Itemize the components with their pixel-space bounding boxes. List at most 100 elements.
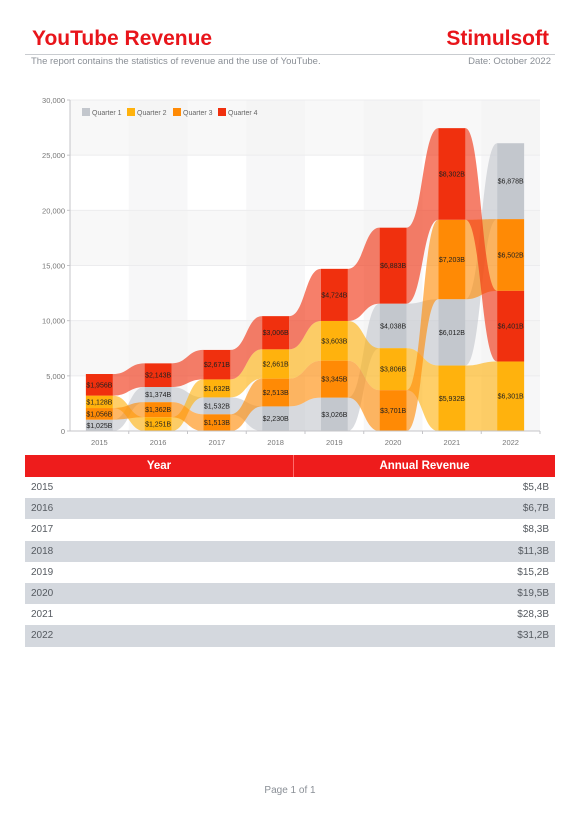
ribbon-quarter-4 <box>347 227 380 321</box>
bar-quarter-4 <box>144 363 172 388</box>
x-tick-label: 2020 <box>385 438 402 447</box>
data-label: $3,806B <box>380 367 406 374</box>
data-label: $6,878B <box>498 179 524 186</box>
bar-quarter-4 <box>262 316 290 350</box>
x-tick-label: 2019 <box>326 438 343 447</box>
revenue-cell: $15,2B <box>517 566 549 578</box>
y-tick-label: 25,000 <box>42 151 65 160</box>
chart-legend: Quarter 1 Quarter 2 Quarter 3 Quarter 4 <box>82 108 258 117</box>
ribbon-quarter-4 <box>289 268 321 350</box>
table-row: 2015 $5,4B <box>25 477 555 498</box>
y-tick-label: 5,000 <box>46 372 65 381</box>
ribbon-quarter-4 <box>230 316 263 380</box>
data-label: $1,128B <box>86 399 112 406</box>
ribbon-quarter-2 <box>347 320 380 391</box>
data-label: $2,671B <box>204 362 230 369</box>
chart-ribbons <box>112 128 498 431</box>
legend-label: Quarter 4 <box>228 110 258 117</box>
data-label: $1,025B <box>86 423 112 430</box>
data-label: $3,603B <box>321 338 347 345</box>
bar-quarter-1 <box>320 397 348 431</box>
revenue-cell: $28,3B <box>517 609 549 621</box>
table-row: 2017 $8,3B <box>25 519 555 540</box>
revenue-ribbon-chart: $1,025B $1,374B $1,532B $2,230B $3,026B $4,03… <box>42 96 541 447</box>
bar-quarter-3 <box>438 219 466 300</box>
data-label: $6,883B <box>380 263 406 270</box>
x-tick-label: 2022 <box>502 438 519 447</box>
table-row: 2018 $11,3B <box>25 540 555 562</box>
brand-logo-text: Stimulsoft <box>446 27 549 50</box>
year-cell: 2016 <box>31 503 54 515</box>
data-label: $2,513B <box>263 390 289 397</box>
legend-swatch <box>82 108 90 116</box>
data-label: $4,038B <box>380 323 406 330</box>
bar-quarter-1 <box>379 303 407 349</box>
table-header: Year Annual Revenue <box>25 455 555 477</box>
ribbon-quarter-3 <box>230 378 263 431</box>
bar-quarter-3 <box>379 390 407 431</box>
ribbon-quarter-1 <box>289 397 321 431</box>
data-label: $6,502B <box>498 252 524 259</box>
bar-quarter-3 <box>262 378 290 407</box>
bar-quarter-1 <box>497 143 525 220</box>
data-label: $1,956B <box>86 382 112 389</box>
bar-quarter-2 <box>262 349 290 379</box>
data-label: $6,301B <box>498 394 524 401</box>
data-label: $6,012B <box>439 330 465 337</box>
revenue-cell: $11,3B <box>518 545 549 557</box>
data-label: $6,401B <box>498 324 524 331</box>
chart-data-labels: $1,025B $1,374B $1,532B $2,230B $3,026B $4,03… <box>86 171 524 429</box>
x-tick-label: 2015 <box>91 438 108 447</box>
table-row: 2020 $19,5B <box>25 582 555 605</box>
bar-quarter-2 <box>320 320 348 361</box>
data-label: $3,345B <box>321 377 347 384</box>
bar-quarter-2 <box>497 361 525 431</box>
table-row: 2021 $28,3B <box>25 604 555 625</box>
ribbon-quarter-2 <box>230 349 263 398</box>
year-cell: 2017 <box>31 524 54 536</box>
data-label: $1,056B <box>86 411 112 418</box>
data-label: $7,203B <box>439 257 465 264</box>
x-tick-label: 2018 <box>267 438 284 447</box>
ribbon-quarter-3 <box>171 402 204 431</box>
year-cell: 2022 <box>31 630 54 642</box>
table-row: 2022 $31,2B <box>25 625 555 647</box>
y-tick-label: 20,000 <box>42 206 65 215</box>
year-cell: 2015 <box>31 482 54 494</box>
revenue-column-header: Annual Revenue <box>294 455 555 477</box>
data-label: $1,374B <box>145 392 171 399</box>
y-tick-label: 0 <box>61 427 65 436</box>
x-tick-label: 2016 <box>150 438 167 447</box>
bar-quarter-3 <box>497 219 525 291</box>
bar-quarter-4 <box>497 290 525 362</box>
legend-label: Quarter 1 <box>92 110 122 117</box>
x-tick-label: 2021 <box>444 438 461 447</box>
chart-bars <box>85 128 525 431</box>
data-label: $1,632B <box>204 386 230 393</box>
annual-revenue-table: Year Annual Revenue 2015 $5,4B 2016 $6,7B 20… <box>25 455 555 647</box>
bar-quarter-2 <box>85 395 113 409</box>
legend-swatch <box>173 108 181 116</box>
year-cell: 2018 <box>31 545 54 557</box>
ribbon-quarter-4 <box>406 128 439 304</box>
ribbon-quarter-3 <box>406 219 439 431</box>
ribbon-quarter-3 <box>112 402 145 420</box>
bar-quarter-3 <box>320 360 348 398</box>
y-tick-label: 30,000 <box>42 96 65 105</box>
data-label: $5,932B <box>439 396 465 403</box>
table-body: 2015 $5,4B 2016 $6,7B 2017 $8,3B 2018 $11,3B 201… <box>25 477 555 647</box>
bar-quarter-1 <box>438 299 466 366</box>
bar-quarter-3 <box>85 408 113 420</box>
year-column-header: Year <box>25 455 294 477</box>
ribbon-quarter-2 <box>406 348 439 431</box>
table-row: 2016 $6,7B <box>25 498 555 520</box>
year-cell: 2020 <box>31 588 54 600</box>
report-subtitle: The report contains the statistics of re… <box>31 56 321 67</box>
ribbon-quarter-2 <box>289 320 321 379</box>
data-label: $3,026B <box>321 412 347 419</box>
data-label: $3,701B <box>380 408 406 415</box>
data-label: $1,362B <box>145 407 171 414</box>
bar-quarter-2 <box>203 379 231 398</box>
revenue-cell: $6,7B <box>522 503 549 515</box>
legend-label: Quarter 3 <box>183 110 213 117</box>
